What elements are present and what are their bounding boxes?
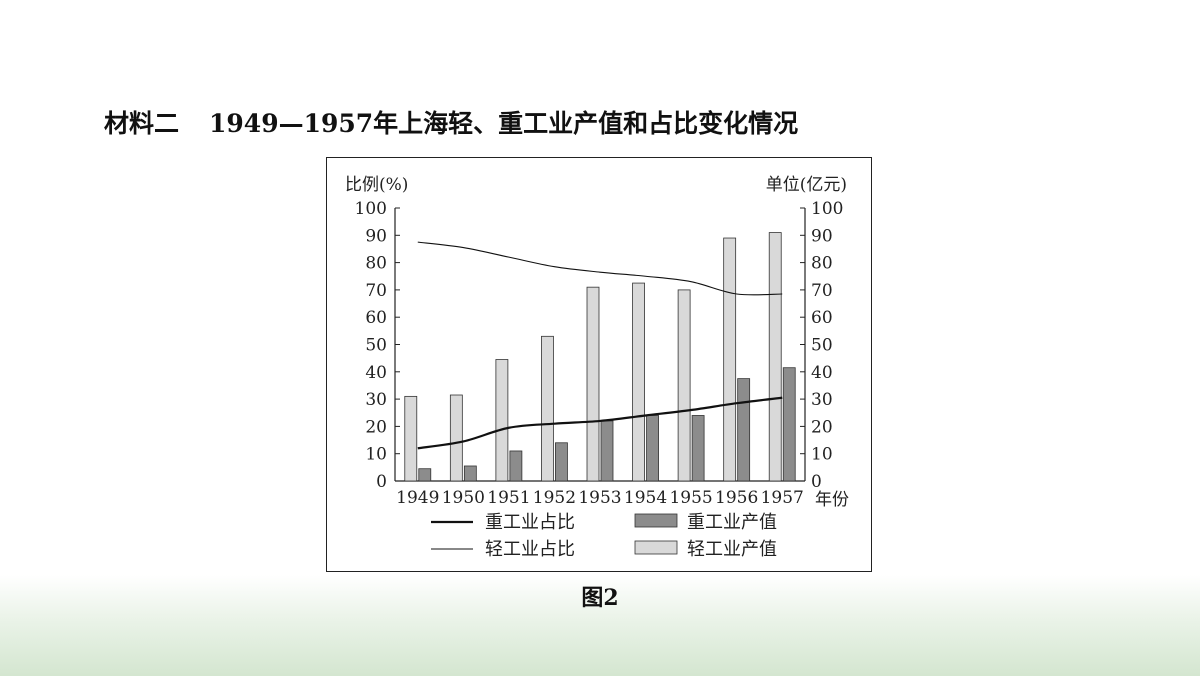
right-tick-label: 100 <box>811 199 843 219</box>
left-tick-label: 50 <box>365 336 387 356</box>
heavy-industry-bar <box>418 468 432 482</box>
material-label: 材料二 <box>104 109 180 138</box>
right-axis-title: 单位(亿元) <box>766 175 847 195</box>
x-tick-label: 1952 <box>533 488 576 508</box>
right-tick-label: 0 <box>811 472 822 492</box>
x-tick-label: 1954 <box>624 488 667 508</box>
right-tick-label: 10 <box>811 445 833 465</box>
light-industry-bar <box>586 286 600 482</box>
x-axis-title: 年份 <box>815 490 849 510</box>
x-tick-label: 1949 <box>396 488 439 508</box>
heavy-industry-bar <box>509 450 523 482</box>
heavy-industry-bar <box>737 378 751 482</box>
left-tick-label: 40 <box>365 363 387 383</box>
right-tick-label: 60 <box>811 308 833 328</box>
combo-bar-line-chart: 0 0 10 10 20 20 30 30 40 40 50 50 60 60 70 70 80 80 90 90 10… <box>345 175 849 560</box>
heavy-industry-bar <box>463 465 477 482</box>
chart-title: 1949—1957年上海轻、重工业产值和占比变化情况 <box>209 109 799 138</box>
light-industry-bar <box>677 289 691 482</box>
light-industry-bar <box>632 282 645 482</box>
right-tick-label: 30 <box>811 390 833 410</box>
x-tick-label: 1956 <box>715 488 758 508</box>
left-tick-label: 60 <box>365 308 387 328</box>
legend-label: 重工业产值 <box>687 512 777 533</box>
heavy-industry-bar <box>782 367 796 482</box>
light-industry-bar <box>541 335 554 482</box>
light-industry-share-line <box>417 241 783 296</box>
heavy-industry-bar <box>646 415 659 482</box>
x-tick-label: 1951 <box>487 488 530 508</box>
left-tick-label: 90 <box>365 226 387 246</box>
light-industry-bar <box>404 395 418 482</box>
legend-label: 重工业占比 <box>485 512 575 533</box>
x-tick-label: 1957 <box>761 488 804 508</box>
right-tick-label: 50 <box>811 336 833 356</box>
x-tick-label: 1950 <box>442 488 485 508</box>
right-tick-label: 40 <box>811 363 833 383</box>
legend-dark-bar-swatch <box>634 513 678 528</box>
x-tick-label: 1955 <box>669 488 712 508</box>
light-industry-bar <box>495 359 509 482</box>
left-axis-title: 比例(%) <box>345 175 408 195</box>
light-industry-bar <box>449 394 463 482</box>
heavy-industry-bar <box>555 442 568 482</box>
left-tick-label: 30 <box>365 390 387 410</box>
left-tick-label: 80 <box>365 254 387 274</box>
left-tick-label: 70 <box>365 281 387 301</box>
light-industry-bar <box>768 232 782 482</box>
legend-light-bar-swatch <box>634 540 678 555</box>
left-tick-label: 10 <box>365 445 387 465</box>
right-tick-label: 80 <box>811 254 833 274</box>
right-tick-label: 70 <box>811 281 833 301</box>
light-industry-bar <box>723 237 737 482</box>
heavy-industry-bar <box>691 415 705 482</box>
heavy-industry-bar <box>600 420 614 482</box>
heavy-industry-share-line <box>417 396 783 450</box>
figure-caption: 图2 <box>581 585 619 611</box>
right-tick-label: 90 <box>811 226 833 246</box>
left-tick-label: 20 <box>365 417 387 437</box>
right-tick-label: 20 <box>811 417 833 437</box>
x-tick-label: 1953 <box>578 488 621 508</box>
legend-label: 轻工业占比 <box>485 539 575 560</box>
left-tick-label: 0 <box>376 472 387 492</box>
legend-label: 轻工业产值 <box>687 539 777 560</box>
material-heading: 材料二 1949—1957年上海轻、重工业产值和占比变化情况 <box>104 104 798 140</box>
chart-container: 0 0 10 10 20 20 30 30 40 40 50 50 60 60 70 70 80 80 90 90 10… <box>326 157 872 572</box>
left-tick-label: 100 <box>355 199 387 219</box>
